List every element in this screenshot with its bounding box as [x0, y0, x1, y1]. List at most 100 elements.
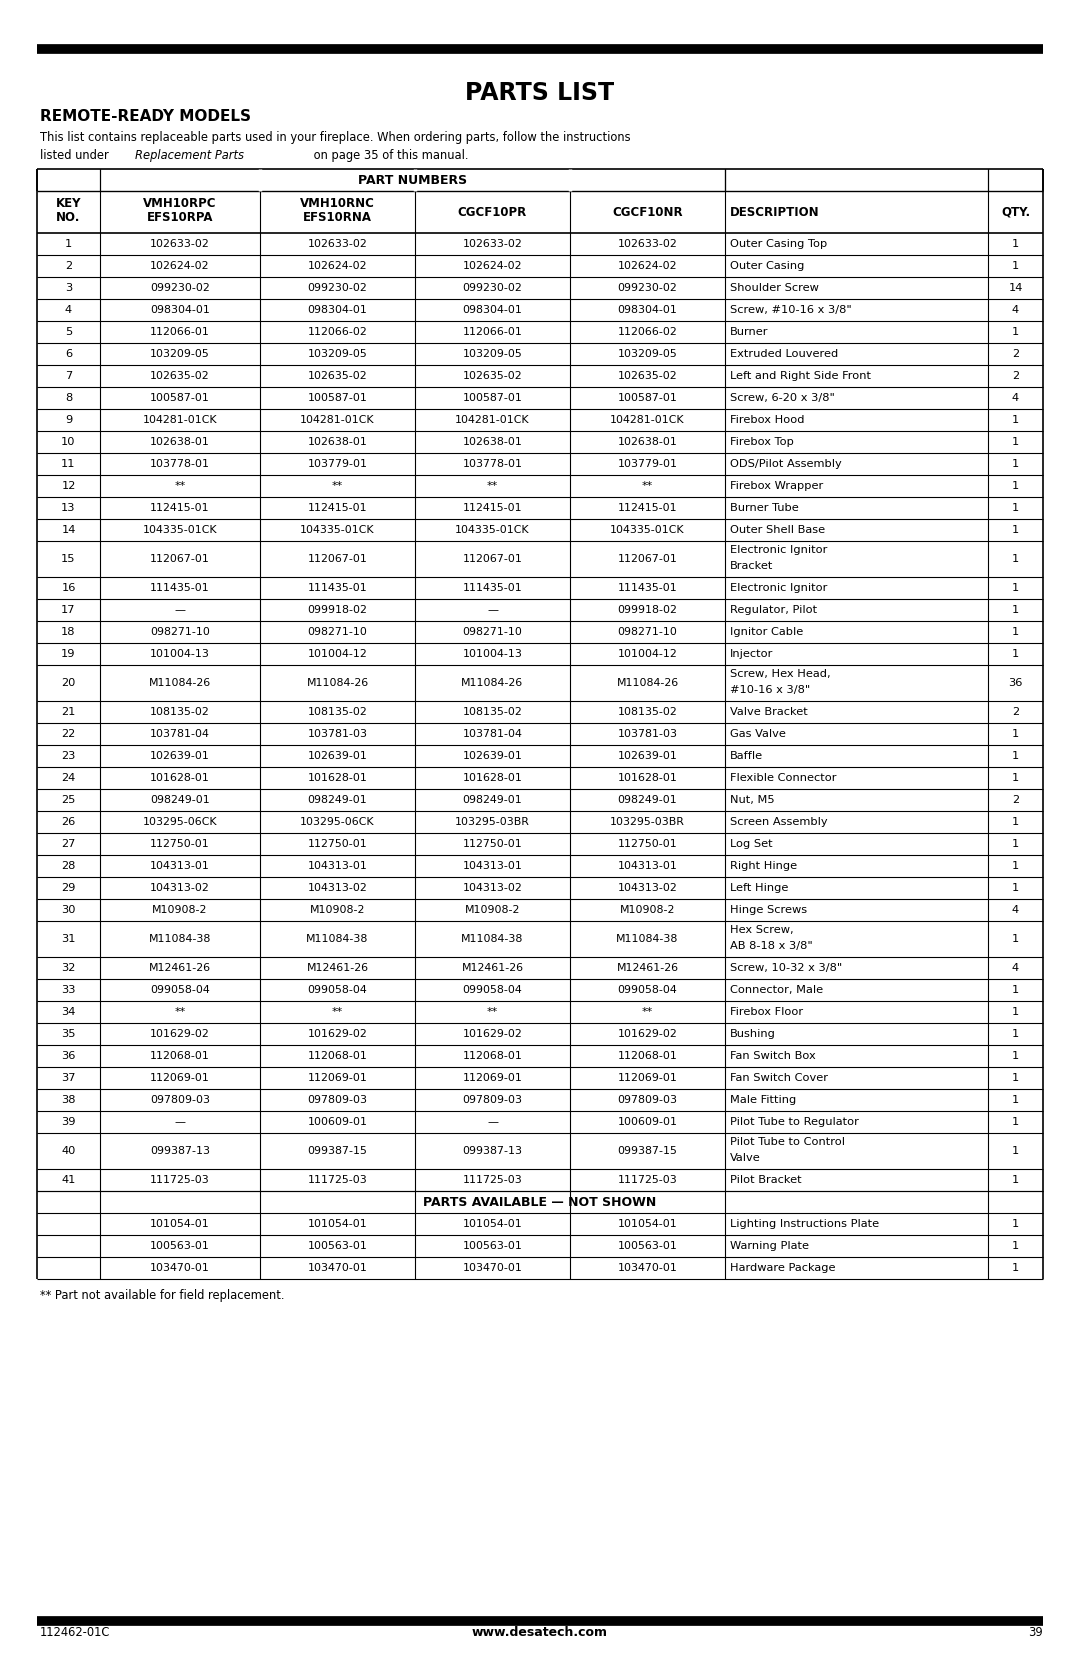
Text: 104335-01CK: 104335-01CK — [455, 526, 530, 536]
Text: 2: 2 — [1012, 371, 1020, 381]
Text: 104313-02: 104313-02 — [462, 883, 523, 893]
Text: 103778-01: 103778-01 — [462, 459, 523, 469]
Text: 108135-02: 108135-02 — [462, 708, 523, 718]
Text: 18: 18 — [62, 628, 76, 638]
Text: 102624-02: 102624-02 — [150, 260, 210, 270]
Text: 20: 20 — [62, 678, 76, 688]
Text: 9: 9 — [65, 416, 72, 426]
Text: Outer Shell Base: Outer Shell Base — [730, 526, 825, 536]
Text: Electronic Ignitor: Electronic Ignitor — [730, 546, 827, 556]
Text: Valve: Valve — [730, 1153, 760, 1163]
Text: 102639-01: 102639-01 — [150, 751, 210, 761]
Text: M12461-26: M12461-26 — [461, 963, 524, 973]
Text: 102638-01: 102638-01 — [150, 437, 210, 447]
Text: Valve Bracket: Valve Bracket — [730, 708, 808, 718]
Text: 108135-02: 108135-02 — [308, 708, 367, 718]
Text: 1: 1 — [1012, 935, 1020, 945]
Text: 11: 11 — [62, 459, 76, 469]
Text: 2: 2 — [1012, 349, 1020, 359]
Text: 102633-02: 102633-02 — [308, 239, 367, 249]
Text: www.desatech.com: www.desatech.com — [472, 1626, 608, 1639]
Text: 101629-02: 101629-02 — [308, 1030, 367, 1040]
Text: 21: 21 — [62, 708, 76, 718]
Text: 24: 24 — [62, 773, 76, 783]
Text: 097809-03: 097809-03 — [308, 1095, 367, 1105]
Text: PARTS AVAILABLE — NOT SHOWN: PARTS AVAILABLE — NOT SHOWN — [423, 1195, 657, 1208]
Text: Electronic Ignitor: Electronic Ignitor — [730, 582, 827, 592]
Text: 28: 28 — [62, 861, 76, 871]
Text: 33: 33 — [62, 985, 76, 995]
Text: Extruded Louvered: Extruded Louvered — [730, 349, 838, 359]
Text: 102624-02: 102624-02 — [462, 260, 523, 270]
Text: 104313-02: 104313-02 — [150, 883, 210, 893]
Text: Regulator, Pilot: Regulator, Pilot — [730, 604, 818, 614]
Text: M12461-26: M12461-26 — [149, 963, 211, 973]
Text: 112066-01: 112066-01 — [462, 327, 523, 337]
Text: 112067-01: 112067-01 — [308, 554, 367, 564]
Text: M10908-2: M10908-2 — [620, 905, 675, 915]
Text: 14: 14 — [62, 526, 76, 536]
Text: DESCRIPTION: DESCRIPTION — [730, 205, 820, 219]
Text: 4: 4 — [1012, 392, 1020, 402]
Text: 103779-01: 103779-01 — [308, 459, 367, 469]
Text: Replacement Parts: Replacement Parts — [135, 149, 244, 162]
Text: 098249-01: 098249-01 — [150, 794, 210, 804]
Text: 1: 1 — [1012, 1117, 1020, 1127]
Text: Screw, #10-16 x 3/8": Screw, #10-16 x 3/8" — [730, 305, 852, 315]
Text: 111435-01: 111435-01 — [462, 582, 523, 592]
Text: 1: 1 — [1012, 554, 1020, 564]
Text: ODS/Pilot Assembly: ODS/Pilot Assembly — [730, 459, 841, 469]
Text: Outer Casing: Outer Casing — [730, 260, 805, 270]
Text: 103781-03: 103781-03 — [618, 729, 677, 739]
Text: 100587-01: 100587-01 — [150, 392, 210, 402]
Text: 1: 1 — [1012, 1147, 1020, 1157]
Text: Male Fitting: Male Fitting — [730, 1095, 796, 1105]
Text: Injector: Injector — [730, 649, 773, 659]
Text: 100563-01: 100563-01 — [462, 1242, 523, 1252]
Text: 102635-02: 102635-02 — [462, 371, 523, 381]
Text: Baffle: Baffle — [730, 751, 764, 761]
Text: 104335-01CK: 104335-01CK — [143, 526, 217, 536]
Text: 099387-13: 099387-13 — [150, 1147, 210, 1157]
Text: M11084-38: M11084-38 — [149, 935, 212, 945]
Text: 4: 4 — [1012, 963, 1020, 973]
Text: 103781-04: 103781-04 — [150, 729, 210, 739]
Text: 36: 36 — [1009, 678, 1023, 688]
Text: Burner Tube: Burner Tube — [730, 502, 799, 512]
Text: 1: 1 — [1012, 1218, 1020, 1228]
Text: 1: 1 — [1012, 1006, 1020, 1016]
Text: M11084-26: M11084-26 — [461, 678, 524, 688]
Text: 108135-02: 108135-02 — [618, 708, 677, 718]
Text: 098271-10: 098271-10 — [462, 628, 523, 638]
Text: 112066-02: 112066-02 — [308, 327, 367, 337]
Text: VMH10RPC: VMH10RPC — [144, 197, 217, 210]
Text: 8: 8 — [65, 392, 72, 402]
Text: 104335-01CK: 104335-01CK — [300, 526, 375, 536]
Text: 103470-01: 103470-01 — [150, 1263, 210, 1273]
Text: 112069-01: 112069-01 — [618, 1073, 677, 1083]
Text: 099230-02: 099230-02 — [308, 284, 367, 294]
Text: 098249-01: 098249-01 — [462, 794, 523, 804]
Text: **: ** — [642, 1006, 653, 1016]
Text: Left Hinge: Left Hinge — [730, 883, 788, 893]
Text: Screw, 6-20 x 3/8": Screw, 6-20 x 3/8" — [730, 392, 835, 402]
Text: ** Part not available for field replacement.: ** Part not available for field replacem… — [40, 1288, 284, 1302]
Text: 112750-01: 112750-01 — [308, 840, 367, 850]
Text: 100587-01: 100587-01 — [308, 392, 367, 402]
Text: 103781-03: 103781-03 — [308, 729, 367, 739]
Text: M11084-26: M11084-26 — [307, 678, 368, 688]
Text: 112750-01: 112750-01 — [462, 840, 523, 850]
Text: This list contains replaceable parts used in your fireplace. When ordering parts: This list contains replaceable parts use… — [40, 130, 631, 144]
Text: 111725-03: 111725-03 — [618, 1175, 677, 1185]
Text: Fan Switch Box: Fan Switch Box — [730, 1051, 815, 1061]
Text: CGCF10NR: CGCF10NR — [612, 205, 683, 219]
Text: 1: 1 — [1012, 840, 1020, 850]
Text: KEY: KEY — [56, 197, 81, 210]
Text: 112415-01: 112415-01 — [462, 502, 523, 512]
Text: 098304-01: 098304-01 — [150, 305, 210, 315]
Text: 103209-05: 103209-05 — [462, 349, 523, 359]
Text: 102624-02: 102624-02 — [308, 260, 367, 270]
Text: 101629-02: 101629-02 — [150, 1030, 210, 1040]
Text: 099058-04: 099058-04 — [462, 985, 523, 995]
Text: 101628-01: 101628-01 — [308, 773, 367, 783]
